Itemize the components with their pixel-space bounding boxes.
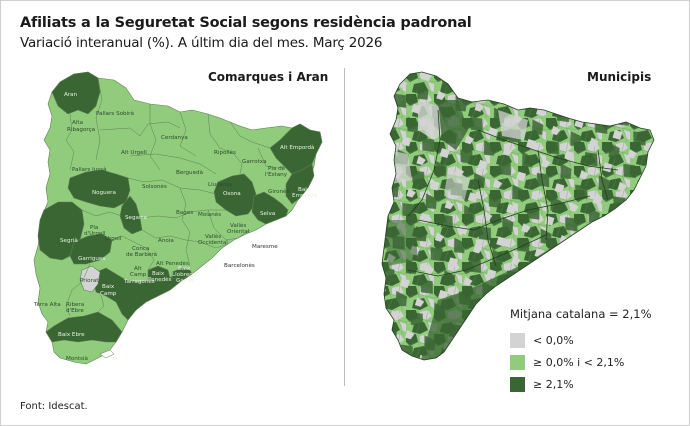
- legend-item-zero-to-avg: ≥ 0,0% i < 2,1%: [510, 351, 652, 373]
- label-ribera-ebre-1: Ribera: [66, 302, 84, 308]
- panel-title-municipis: Municipis: [587, 70, 652, 84]
- label-valles-occidental-2: Occidental: [198, 240, 228, 246]
- label-tarragones: Tarragonès: [123, 278, 155, 285]
- label-alt-urgell: Alt Urgell: [121, 150, 147, 156]
- legend-item-below-zero: < 0,0%: [510, 329, 652, 351]
- label-garraf: Garraf: [176, 278, 195, 284]
- region-osona: [213, 173, 257, 217]
- label-baix-llobregat-1: Baix: [178, 266, 191, 272]
- legend-label: < 0,0%: [533, 333, 574, 347]
- label-cerdanya: Cerdanya: [161, 135, 188, 141]
- label-baix-ebre: Baix Ebre: [58, 332, 85, 338]
- source-note: Font: Idescat.: [20, 401, 88, 412]
- label-anoia: Anoia: [158, 238, 174, 244]
- label-garrigues: Garrigues: [78, 256, 105, 262]
- label-baix-emporda-2: Empordà: [292, 192, 317, 199]
- label-baix-emporda-1: Baix: [298, 187, 311, 193]
- legend-swatch-dark-green: [510, 376, 525, 392]
- label-baix-camp-2: Camp: [100, 291, 117, 297]
- label-valles-oriental-1: Vallès: [230, 222, 246, 229]
- label-priorat: Priorat: [80, 278, 99, 284]
- label-pla-estany-2: l'Estany: [265, 172, 288, 178]
- label-urgell: Urgell: [105, 236, 122, 242]
- label-solsones: Solsonès: [142, 183, 167, 190]
- label-pla-urgell-2: d'Urgell: [84, 231, 106, 237]
- label-llucanes: Lluçanès: [208, 181, 233, 188]
- label-aran: Aran: [64, 92, 78, 98]
- region-selva: [251, 191, 289, 225]
- region-baix-camp-tarragones: [91, 267, 193, 321]
- label-bergueda: Berguedà: [176, 169, 203, 176]
- label-alt-emporda: Alt Empordà: [280, 144, 315, 151]
- legend: Mitjana catalana = 2,1% < 0,0% ≥ 0,0% i …: [510, 307, 652, 395]
- label-conca-barbera-1: Conca: [132, 246, 149, 252]
- label-terra-alta: Terra Alta: [33, 302, 61, 308]
- legend-label: ≥ 2,1%: [533, 377, 574, 391]
- label-baix-penedes-2: Penedès: [148, 276, 172, 283]
- legend-swatch-light-green: [510, 354, 525, 370]
- label-barcelones: Barcelonès: [224, 262, 255, 269]
- region-baix-emporda: [285, 163, 315, 205]
- legend-swatch-grey: [510, 332, 525, 348]
- panel-divider: [344, 68, 345, 386]
- label-pla-urgell-1: Pla: [90, 225, 98, 231]
- label-alt-camp-2: Camp: [130, 272, 147, 278]
- label-baix-penedes-1: Baix: [152, 271, 165, 277]
- label-alta-ribagorca-1: Alta: [72, 120, 83, 126]
- label-maresme: Maresme: [252, 244, 278, 250]
- label-pla-estany-1: Pla de: [268, 166, 286, 172]
- label-segria: Segrià: [60, 237, 78, 244]
- label-valles-occidental-1: Vallès: [205, 233, 221, 240]
- chart-subtitle: Variació interanual (%). A últim dia del…: [20, 35, 383, 51]
- legend-title: Mitjana catalana = 2,1%: [510, 307, 652, 321]
- legend-item-above-avg: ≥ 2,1%: [510, 373, 652, 395]
- region-baix-ebre: [45, 311, 123, 343]
- municipis-map: [381, 71, 655, 361]
- region-baix-penedes: [147, 265, 171, 283]
- label-pallars-sobira: Pallars Sobirà: [96, 110, 134, 117]
- label-baix-llobregat-2: Llobregat: [172, 272, 199, 278]
- region-alt-emporda: [269, 123, 323, 175]
- panel-title-comarques: Comarques i Aran: [208, 70, 329, 84]
- label-selva: Selva: [260, 211, 275, 217]
- comarca-boundaries: [381, 71, 655, 361]
- label-valles-oriental-2: Oriental: [227, 229, 250, 235]
- region-priorat: [79, 265, 101, 293]
- label-alt-penedes: Alt Penedès: [156, 260, 189, 267]
- region-garrigues: [69, 233, 113, 265]
- chart-title: Afiliats a la Seguretat Social segons re…: [20, 15, 472, 31]
- label-osona: Osona: [223, 191, 241, 197]
- label-alta-ribagorca-2: Ribagorça: [67, 127, 95, 133]
- label-baix-camp-1: Baix: [102, 284, 115, 290]
- comarques-map: Aran Pallars Sobirà Alta Ribagorça Palla…: [33, 71, 323, 365]
- label-montsia: Montsià: [66, 355, 88, 362]
- region-garraf: [171, 267, 193, 281]
- label-pallars-jussa: Pallars Jussà: [72, 166, 107, 173]
- region-aran: [51, 71, 101, 115]
- label-ribera-ebre-2: d'Ebre: [66, 308, 84, 314]
- label-girones: Gironès: [268, 188, 289, 195]
- label-garrotxa: Garrotxa: [242, 159, 267, 165]
- legend-label: ≥ 0,0% i < 2,1%: [533, 355, 625, 369]
- label-bages: Bages: [176, 210, 193, 216]
- label-noguera: Noguera: [92, 190, 116, 196]
- label-conca-barbera-2: de Barberà: [126, 251, 157, 258]
- label-moianes: Moianès: [198, 211, 221, 218]
- label-ripolles: Ripollès: [214, 149, 236, 156]
- label-segarra: Segarra: [125, 215, 147, 221]
- label-alt-camp-1: Alt: [134, 266, 142, 272]
